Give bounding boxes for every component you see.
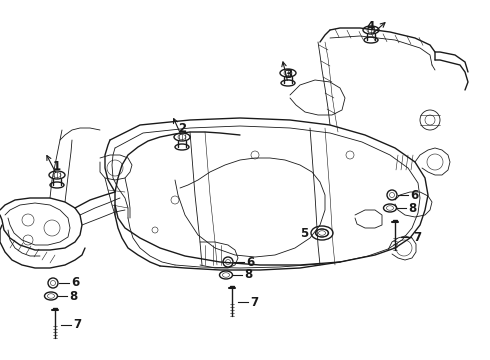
Text: 7: 7: [73, 319, 81, 332]
Text: 5: 5: [300, 226, 308, 239]
Text: 8: 8: [69, 289, 77, 302]
Text: 2: 2: [178, 122, 186, 135]
Text: 7: 7: [250, 296, 258, 309]
Text: 8: 8: [244, 269, 252, 282]
Text: 1: 1: [53, 160, 61, 173]
Text: 3: 3: [284, 68, 292, 81]
Text: 6: 6: [246, 256, 254, 269]
Text: 8: 8: [408, 202, 416, 215]
Text: 6: 6: [71, 276, 79, 289]
Text: 4: 4: [367, 20, 375, 33]
Text: 7: 7: [413, 230, 421, 243]
Text: 6: 6: [410, 189, 418, 202]
